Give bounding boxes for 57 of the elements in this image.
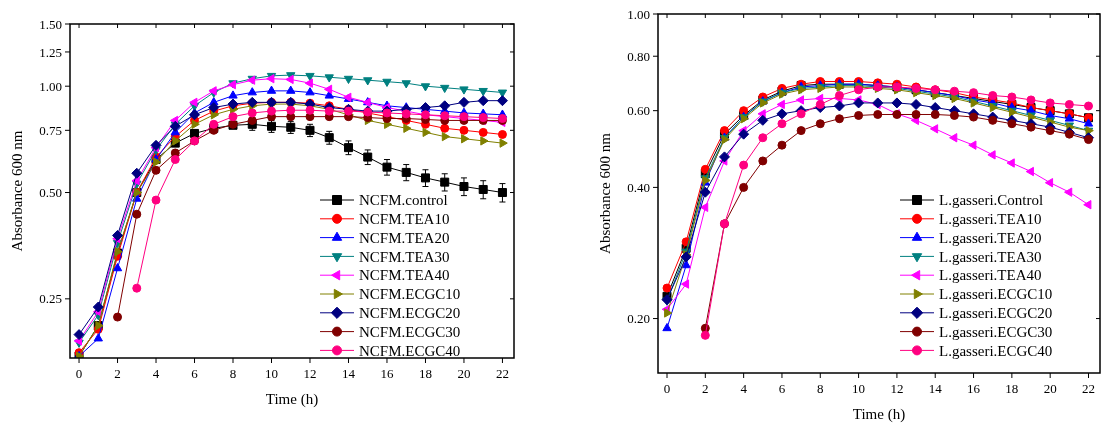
legend-label: L.gasseri.ECGC30 xyxy=(939,323,1053,340)
legend-label: L.gasseri.TEA20 xyxy=(939,229,1042,246)
legend-label: NCFM.ECGC30 xyxy=(359,323,461,340)
x-tick-label: 0 xyxy=(663,381,671,396)
y-tick-label: 0.60 xyxy=(627,103,650,119)
x-tick-label: 22 xyxy=(495,366,509,381)
x-tick-label: 12 xyxy=(890,381,904,396)
legend-label: NCFM.TEA30 xyxy=(359,248,450,265)
x-tick-label: 8 xyxy=(229,366,237,381)
x-tick-label: 22 xyxy=(1082,381,1095,396)
legend-label: L.gasseri.ECGC20 xyxy=(939,305,1053,322)
y-tick-label: 1.00 xyxy=(627,6,650,22)
x-tick-label: 4 xyxy=(740,381,748,396)
x-tick-label: 2 xyxy=(114,366,121,381)
x-tick-label: 14 xyxy=(928,381,943,396)
legend-label: NCFM.TEA20 xyxy=(359,229,450,246)
x-tick-label: 10 xyxy=(852,381,866,396)
x-tick-label: 14 xyxy=(341,366,356,381)
x-tick-label: 10 xyxy=(265,366,278,381)
x-tick-label: 2 xyxy=(702,381,709,396)
x-tick-label: 6 xyxy=(778,381,786,396)
legend-label: L.gasseri.TEA40 xyxy=(939,267,1042,284)
x-axis-title: Time (h) xyxy=(852,406,906,423)
legend-label: L.gasseri.ECGC10 xyxy=(939,286,1053,303)
y-axis-title: Absorbance 600 nm xyxy=(597,132,613,254)
legend-label: NCFM.TEA40 xyxy=(359,267,450,284)
y-tick-label: 0.75 xyxy=(39,122,62,138)
x-tick-label: 6 xyxy=(191,366,199,381)
x-tick-label: 18 xyxy=(1005,381,1019,396)
y-tick-label: 1.00 xyxy=(39,78,62,94)
y-tick-label: 1.50 xyxy=(39,16,62,32)
x-tick-label: 20 xyxy=(457,366,471,381)
x-tick-label: 8 xyxy=(817,381,824,396)
y-tick-label: 0.40 xyxy=(627,179,650,195)
legend-label: L.gasseri.TEA30 xyxy=(939,248,1042,265)
legend-label: NCFM.ECGC10 xyxy=(359,286,461,303)
y-tick-label: 1.25 xyxy=(39,44,62,60)
x-tick-label: 16 xyxy=(380,366,394,381)
x-axis-title: Time (h) xyxy=(265,391,319,408)
legend-label: L.gasseri.Control xyxy=(939,192,1044,209)
x-tick-label: 16 xyxy=(967,381,981,396)
legend-label: L.gasseri.ECGC40 xyxy=(939,342,1053,359)
x-tick-label: 0 xyxy=(75,366,83,381)
x-tick-label: 12 xyxy=(303,366,317,381)
x-tick-label: 18 xyxy=(418,366,432,381)
legend-label: NCFM.ECGC20 xyxy=(359,305,461,322)
legend-label: NCFM.TEA10 xyxy=(359,211,450,228)
legend-label: NCFM.ECGC40 xyxy=(359,342,461,359)
y-tick-label: 0.80 xyxy=(627,48,650,64)
legend-label: L.gasseri.TEA10 xyxy=(939,211,1042,228)
y-tick-label: 0.50 xyxy=(39,185,62,201)
legend-label: NCFM.control xyxy=(359,192,448,209)
y-axis-title: Absorbance 600 nm xyxy=(9,130,25,252)
y-tick-label: 0.20 xyxy=(627,311,650,327)
y-tick-label: 0.25 xyxy=(39,291,62,307)
x-tick-label: 4 xyxy=(152,366,160,381)
x-tick-label: 20 xyxy=(1043,381,1057,396)
